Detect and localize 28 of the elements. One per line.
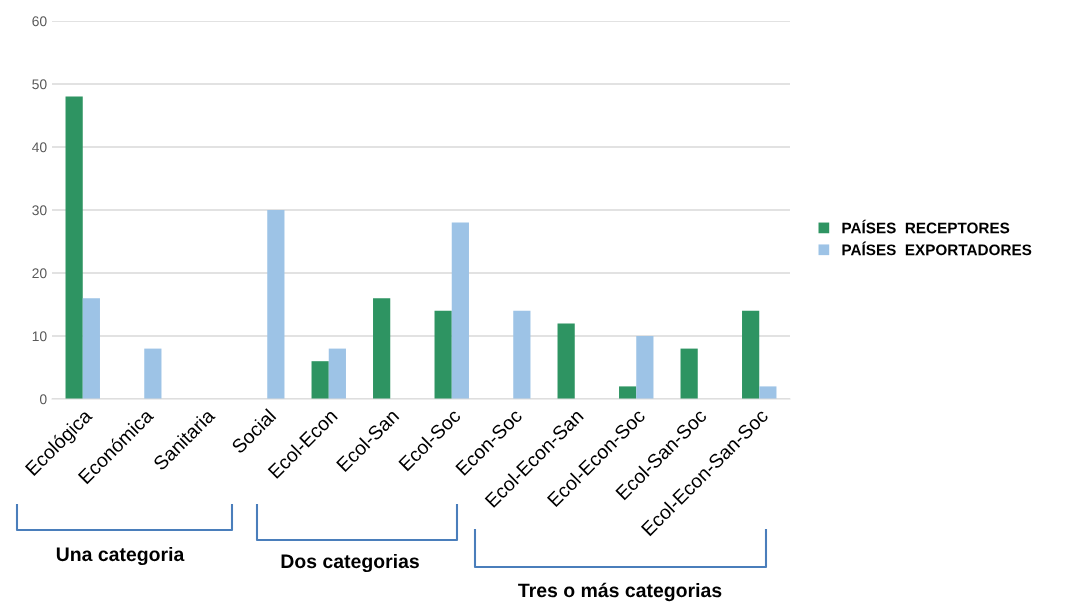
bar xyxy=(680,348,698,399)
legend-label: PAÍSES RECEPTORES xyxy=(842,219,1010,234)
y-tick-label: 10 xyxy=(32,331,47,342)
bar xyxy=(742,310,760,399)
bar xyxy=(451,222,469,399)
bar xyxy=(434,310,452,399)
bar xyxy=(311,361,329,399)
bar xyxy=(267,210,285,399)
bar xyxy=(557,323,575,399)
text: Tres o más categorias xyxy=(518,582,722,602)
y-tick-label: 50 xyxy=(32,79,47,90)
y-tick-label: 20 xyxy=(32,268,47,279)
y-tick-label: 40 xyxy=(32,142,47,153)
bar xyxy=(513,310,531,399)
text: Una categoria xyxy=(56,546,185,566)
y-tick-label: 0 xyxy=(39,394,47,405)
legend-label: PAÍSES EXPORTADORES xyxy=(842,241,1032,256)
bar xyxy=(65,96,83,399)
bar xyxy=(619,386,637,399)
bar xyxy=(328,348,346,399)
bar xyxy=(82,298,100,399)
y-tick-label: 30 xyxy=(32,205,47,216)
bar xyxy=(373,298,391,399)
bar xyxy=(759,386,777,399)
text: Dos categorias xyxy=(281,553,419,573)
y-tick-label: 60 xyxy=(32,16,47,27)
bar xyxy=(144,348,162,399)
bar xyxy=(636,336,654,399)
